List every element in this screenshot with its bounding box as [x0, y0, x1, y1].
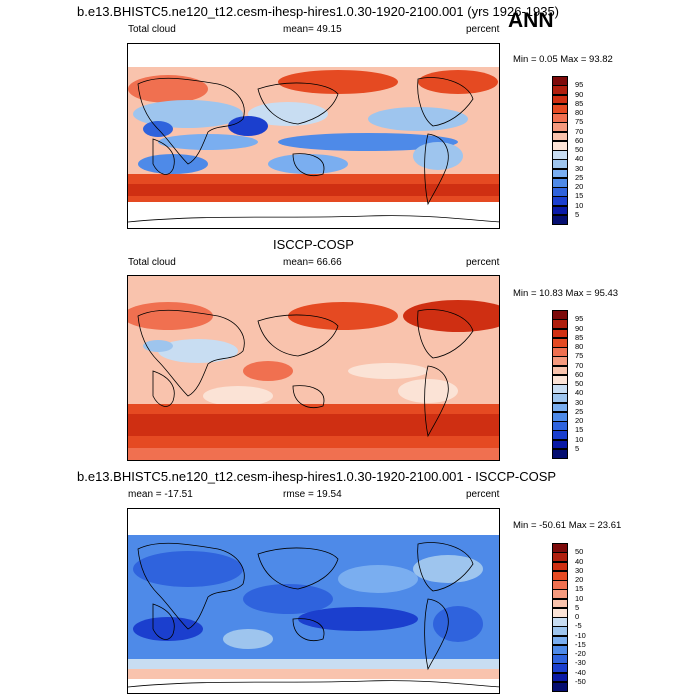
colorbar-tick-label: 30 — [575, 163, 584, 173]
panel3-mean-label: mean = -17.51 — [128, 489, 193, 500]
colorbar-tick-label: 90 — [575, 89, 584, 99]
colorbar-tick-label: 60 — [575, 135, 584, 145]
colorbar-tick-label: 5 — [575, 443, 580, 453]
colorbar-tick-label: 75 — [575, 117, 584, 127]
colorbar-tick-label: 20 — [575, 575, 584, 584]
colorbar-tick-label: 85 — [575, 332, 584, 342]
panel3-unit-label: percent — [466, 489, 500, 500]
panel1-map — [127, 43, 500, 229]
panel3-minmax: Min = -50.61 Max = 23.61 — [513, 520, 622, 531]
colorbar-tick-label: 40 — [575, 388, 584, 398]
colorbar-tick-label: 70 — [575, 360, 584, 370]
colorbar-tick-label: 60 — [575, 369, 584, 379]
panel3-map — [127, 508, 500, 694]
colorbar-tick-label: -30 — [575, 658, 586, 668]
colorbar-tick-label: 15 — [575, 425, 584, 435]
panel3-colorbar: 50 40 30 20 15 10 5 0 -5 -10 -15 -20 -30 -40 -50 — [552, 543, 612, 693]
colorbar-swatch — [552, 214, 568, 225]
colorbar-tick-label: -40 — [575, 667, 586, 677]
colorbar-tick-label: 5 — [575, 209, 580, 219]
panel3-rmse-label: rmse = 19.54 — [283, 489, 342, 500]
colorbar-tick-label: -50 — [575, 676, 586, 686]
panel2-unit-label: percent — [466, 257, 500, 268]
colorbar-tick-label: -5 — [575, 621, 582, 631]
colorbar-tick-label: 95 — [575, 314, 584, 324]
colorbar-tick-label: 75 — [575, 351, 584, 361]
panel2-left-label: Total cloud — [128, 257, 176, 268]
panel2-title: ISCCP-COSP — [273, 237, 354, 252]
colorbar-tick-label: 50 — [575, 379, 584, 388]
panel2-colorbar: 95 90 85 80 75 70 60 50 40 30 25 20 15 10 5 — [552, 310, 612, 460]
colorbar-tick-label: 85 — [575, 98, 584, 108]
colorbar-tick-label: 10 — [575, 200, 584, 210]
colorbar-tick-label: 5 — [575, 602, 580, 612]
colorbar-tick-label: 25 — [575, 172, 584, 182]
colorbar-tick-label: 20 — [575, 416, 584, 425]
colorbar-tick-label: 0 — [575, 612, 580, 621]
colorbar-swatch — [552, 448, 568, 459]
panel2-map — [127, 275, 500, 461]
colorbar-tick-label: 10 — [575, 434, 584, 444]
colorbar-tick-label: 10 — [575, 593, 584, 603]
panel2-mean-label: mean= 66.66 — [283, 257, 342, 268]
season-label: ANN — [508, 9, 554, 32]
colorbar-tick-label: 40 — [575, 154, 584, 164]
panel1-unit-label: percent — [466, 24, 500, 35]
panel3-title: b.e13.BHISTC5.ne120_t12.cesm-ihesp-hires… — [77, 469, 557, 484]
panel2-minmax: Min = 10.83 Max = 95.43 — [513, 288, 619, 299]
colorbar-tick-label: -15 — [575, 639, 586, 649]
colorbar-tick-label: 40 — [575, 556, 584, 566]
colorbar-tick-label: 15 — [575, 584, 584, 594]
figure-title: b.e13.BHISTC5.ne120_t12.cesm-ihesp-hires… — [77, 4, 560, 19]
colorbar-tick-label: 80 — [575, 342, 584, 351]
colorbar-tick-label: 30 — [575, 397, 584, 407]
colorbar-tick-label: 80 — [575, 108, 584, 117]
colorbar-tick-label: -20 — [575, 649, 586, 658]
colorbar-tick-label: 70 — [575, 126, 584, 136]
panel1-colorbar: 95 90 85 80 75 70 60 50 40 30 25 20 15 10 5 — [552, 76, 612, 226]
colorbar-tick-label: 30 — [575, 565, 584, 575]
panel1-mean-label: mean= 49.15 — [283, 24, 342, 35]
colorbar-tick-label: 25 — [575, 406, 584, 416]
colorbar-tick-label: 15 — [575, 191, 584, 201]
colorbar-tick-label: 50 — [575, 547, 584, 557]
colorbar-tick-label: -10 — [575, 630, 586, 640]
panel1-minmax: Min = 0.05 Max = 93.82 — [513, 54, 613, 65]
colorbar-tick-label: 90 — [575, 323, 584, 333]
colorbar-tick-label: 50 — [575, 145, 584, 154]
colorbar-tick-label: 95 — [575, 80, 584, 90]
colorbar-swatch — [552, 681, 568, 692]
colorbar-tick-label: 20 — [575, 182, 584, 191]
panel1-left-label: Total cloud — [128, 24, 176, 35]
